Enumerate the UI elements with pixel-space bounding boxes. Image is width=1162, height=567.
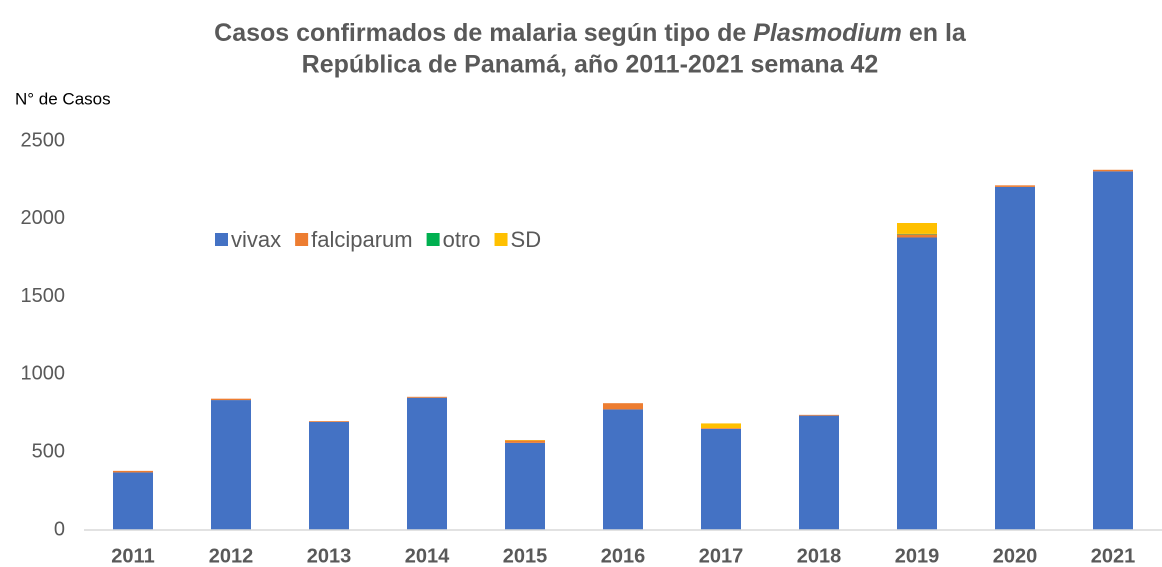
legend-swatch (426, 233, 440, 246)
y-tick-label: 2500 (21, 129, 66, 151)
bar-segment (113, 470, 153, 473)
bar-segment (897, 223, 937, 234)
bar-segment (211, 398, 251, 401)
bar-segment (799, 415, 839, 530)
x-tick-label: 2016 (601, 545, 646, 567)
legend-label: falciparum (311, 227, 412, 252)
title-part: Plasmodium (753, 19, 902, 47)
bar-segment (701, 423, 741, 429)
chart-title: República de Panamá, año 2011-2021 seman… (302, 51, 879, 79)
x-tick-label: 2021 (1091, 545, 1136, 567)
x-tick-label: 2012 (209, 545, 254, 567)
title-part: en la (909, 19, 967, 47)
legend-label: vivax (231, 227, 281, 252)
bar-segment (897, 234, 937, 238)
y-tick-label: 1000 (21, 363, 66, 385)
y-tick-label: 0 (54, 518, 65, 540)
bar-segment (1093, 169, 1133, 172)
x-tick-label: 2020 (993, 545, 1038, 567)
y-tick-label: 1500 (21, 285, 66, 307)
legend-label: SD (511, 227, 542, 252)
bar-segment (505, 442, 545, 530)
y-tick-label: 500 (32, 440, 65, 462)
bar-segment (701, 428, 741, 429)
bar-segment (407, 397, 447, 530)
bar-segment (309, 421, 349, 422)
bar-segment (799, 414, 839, 416)
bar-segment (113, 472, 153, 530)
bar-segment (603, 403, 643, 410)
bar-segment (407, 396, 447, 398)
chart-title: Casos confirmados de malaria según tipo … (214, 19, 967, 47)
bar-segment (603, 409, 643, 530)
y-tick-label: 2000 (21, 207, 66, 229)
bar-segment (211, 400, 251, 530)
bar-segment (701, 428, 741, 530)
bar-segment (995, 186, 1035, 531)
x-tick-label: 2013 (307, 545, 352, 567)
legend-swatch (215, 233, 228, 246)
bar-segment (505, 440, 545, 443)
x-tick-label: 2014 (405, 545, 450, 567)
legend-swatch (494, 233, 508, 246)
x-tick-label: 2015 (503, 545, 548, 567)
title-part: Casos confirmados de malaria según tipo … (214, 19, 746, 47)
legend-label: otro (443, 227, 481, 252)
x-tick-label: 2018 (797, 545, 842, 567)
bar-segment (1093, 171, 1133, 531)
bar-segment (995, 185, 1035, 187)
bar-segment (897, 237, 937, 531)
bar-segment (309, 421, 349, 530)
legend-swatch (295, 233, 309, 246)
x-tick-label: 2019 (895, 545, 940, 567)
x-tick-label: 2011 (111, 545, 154, 567)
y-axis-label: N° de Casos (15, 89, 111, 108)
x-tick-label: 2017 (699, 545, 744, 567)
